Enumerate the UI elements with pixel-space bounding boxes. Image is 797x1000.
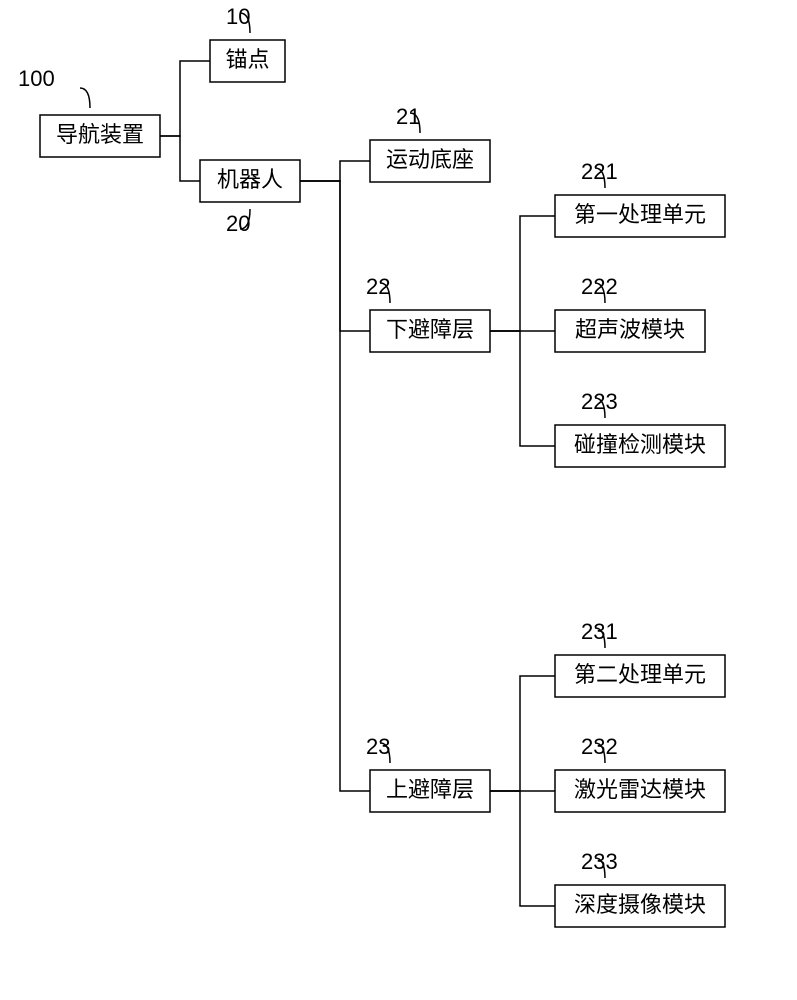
reference-number: 222 <box>581 274 618 299</box>
node-text: 运动底座 <box>386 147 474 172</box>
connector-line <box>160 61 210 136</box>
node-n23: 上避障层23 <box>366 734 490 812</box>
node-n22: 下避障层22 <box>366 274 490 352</box>
node-n222: 超声波模块 222 <box>555 274 705 352</box>
node-text: 锚点 <box>225 47 269 72</box>
node-n231: 第二处理单元 231 <box>555 619 725 697</box>
reference-number: 20 <box>226 211 250 236</box>
node-text: 碰撞检测模块 <box>574 432 706 457</box>
connector-line <box>490 791 555 906</box>
node-n223: 碰撞检测模块 223 <box>555 389 725 467</box>
node-n21: 运动底座21 <box>370 104 490 182</box>
node-n233: 深度摄像模块 233 <box>555 849 725 927</box>
reference-number: 100 <box>18 66 55 91</box>
reference-number: 221 <box>581 159 618 184</box>
reference-number: 232 <box>581 734 618 759</box>
node-text: 下避障层 <box>386 317 474 342</box>
connector-line <box>490 676 555 791</box>
node-text: 上避障层 <box>386 777 474 802</box>
connector-line <box>300 161 370 181</box>
node-text: 第一处理单元 <box>574 202 706 227</box>
reference-number: 233 <box>581 849 618 874</box>
leader-line <box>80 88 90 108</box>
reference-number: 231 <box>581 619 618 644</box>
node-n10: 锚点10 <box>210 4 285 82</box>
connector-line <box>490 216 555 331</box>
node-n20: 机器人 20 <box>200 160 300 236</box>
connector-line <box>160 136 200 181</box>
connector-line <box>490 331 555 446</box>
node-text: 机器人 <box>217 167 283 192</box>
node-text: 超声波模块 <box>575 317 685 342</box>
node-n100: 导航装置 100 <box>18 66 160 157</box>
node-text: 导航装置 <box>56 122 144 147</box>
node-text: 激光雷达模块 <box>574 777 706 802</box>
node-text: 深度摄像模块 <box>574 892 706 917</box>
block-diagram: 导航装置 100 锚点10 机器人 20 运动底座21 下避障层22 上避障层23 第一处理单元… <box>0 0 797 1000</box>
node-n232: 激光雷达模块 232 <box>555 734 725 812</box>
node-n221: 第一处理单元 221 <box>555 159 725 237</box>
connector-line <box>300 181 370 331</box>
connector-line <box>300 181 370 791</box>
reference-number: 223 <box>581 389 618 414</box>
node-text: 第二处理单元 <box>574 662 706 687</box>
